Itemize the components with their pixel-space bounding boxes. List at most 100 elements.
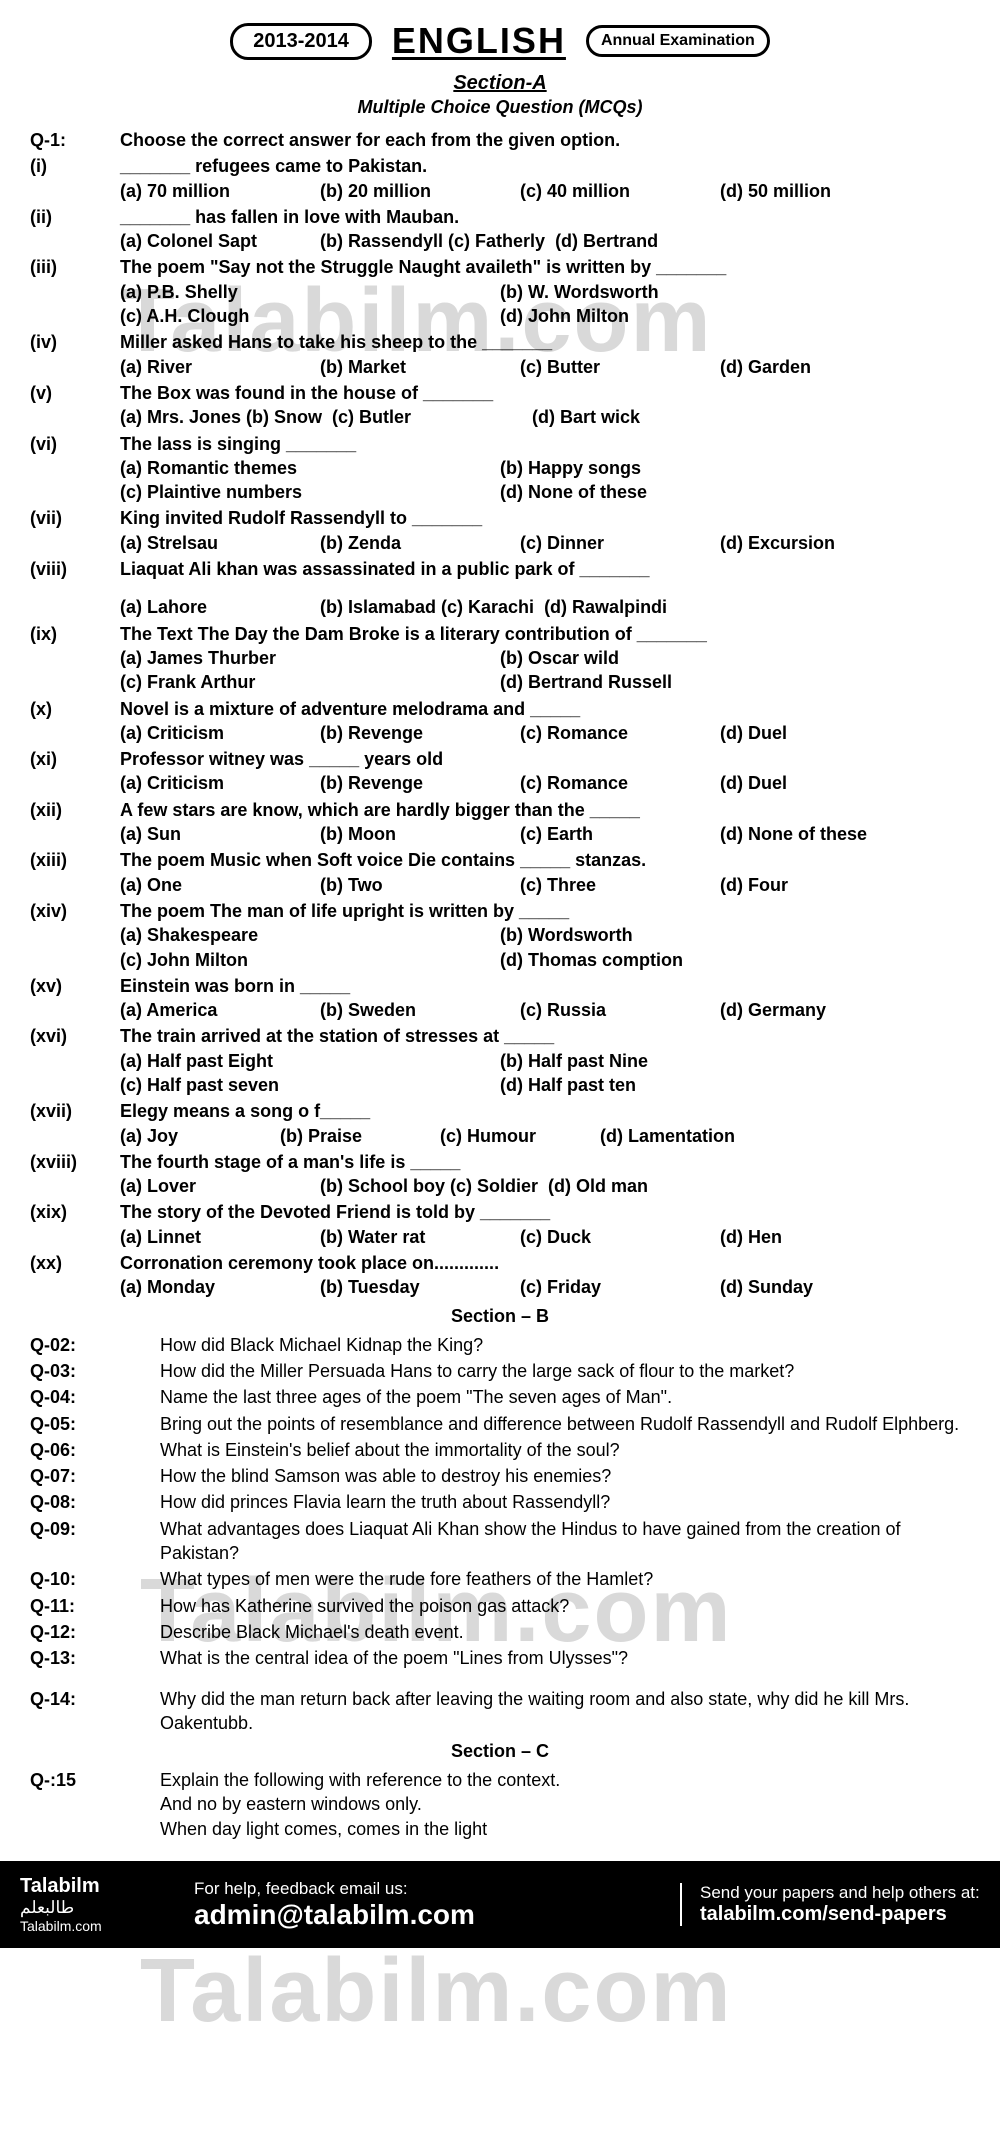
mcq-options: (a) Strelsau(b) Zenda(c) Dinner(d) Excur… — [120, 531, 970, 555]
mcq-option: (d) Thomas comption — [500, 948, 880, 972]
mcq-option: (c) Friday — [520, 1275, 720, 1299]
mcq-number: (xi) — [30, 747, 120, 796]
section-b-text: How the blind Samson was able to destroy… — [160, 1464, 970, 1488]
mcq-option: (d) Excursion — [720, 531, 920, 555]
mcq-option: (c) Butter — [520, 355, 720, 379]
mcq-body: Elegy means a song o f_____(a) Joy(b) Pr… — [120, 1099, 970, 1148]
section-b-row: Q-12:Describe Black Michael's death even… — [30, 1620, 970, 1644]
section-b-row: Q-03:How did the Miller Persuada Hans to… — [30, 1359, 970, 1383]
mcq-option: (a) Half past Eight — [120, 1049, 500, 1073]
section-b-row: Q-08:How did princes Flavia learn the tr… — [30, 1490, 970, 1514]
section-b-row: Q-09:What advantages does Liaquat Ali Kh… — [30, 1517, 970, 1566]
q1-header: Q-1: Choose the correct answer for each … — [30, 128, 970, 152]
mcq-option: (b) Islamabad (c) Karachi — [320, 595, 544, 619]
mcq-options: (a) P.B. Shelly(b) W. Wordsworth(c) A.H.… — [120, 280, 970, 329]
mcq-body: Professor witney was _____ years old(a) … — [120, 747, 970, 796]
mcq-question: The train arrived at the station of stre… — [120, 1024, 970, 1048]
mcq-option: (b) 20 million — [320, 179, 520, 203]
q15-row: Q-:15 Explain the following with referen… — [30, 1768, 970, 1841]
section-b-number: Q-12: — [30, 1620, 160, 1644]
mcq-number: (xix) — [30, 1200, 120, 1249]
q15-line: Explain the following with reference to … — [160, 1768, 970, 1792]
mcq-row: (x)Novel is a mixture of adventure melod… — [30, 697, 970, 746]
section-b-text: What types of men were the rude fore fea… — [160, 1567, 970, 1591]
mcq-body: Novel is a mixture of adventure melodram… — [120, 697, 970, 746]
mcq-body: Liaquat Ali khan was assassinated in a p… — [120, 557, 970, 620]
section-b-text: What is Einstein's belief about the immo… — [160, 1438, 970, 1462]
footer-send-text: Send your papers and help others at: — [700, 1883, 980, 1903]
mcq-question: The Box was found in the house of ______… — [120, 381, 970, 405]
mcq-body: Miller asked Hans to take his sheep to t… — [120, 330, 970, 379]
mcq-option: (d) Four — [720, 873, 920, 897]
mcq-option: (a) 70 million — [120, 179, 320, 203]
mcq-row: (ix)The Text The Day the Dam Broke is a … — [30, 622, 970, 695]
mcq-question: A few stars are know, which are hardly b… — [120, 798, 970, 822]
section-b-title: Section – B — [30, 1306, 970, 1327]
mcq-body: The poem Music when Soft voice Die conta… — [120, 848, 970, 897]
mcq-number: (ii) — [30, 205, 120, 254]
year-box: 2013-2014 — [230, 23, 372, 60]
mcq-option: (a) Linnet — [120, 1225, 320, 1249]
mcq-option: (a) One — [120, 873, 320, 897]
mcq-option: (c) Frank Arthur — [120, 670, 500, 694]
mcq-body: The Text The Day the Dam Broke is a lite… — [120, 622, 970, 695]
mcq-option: (d) Bart wick — [532, 405, 732, 429]
mcq-options: (a) James Thurber(b) Oscar wild(c) Frank… — [120, 646, 970, 695]
mcq-question: Professor witney was _____ years old — [120, 747, 970, 771]
mcq-option: (b) Water rat — [320, 1225, 520, 1249]
mcq-number: (xvii) — [30, 1099, 120, 1148]
footer-site: Talabilm.com — [20, 1918, 180, 1934]
section-b-row: Q-07:How the blind Samson was able to de… — [30, 1464, 970, 1488]
footer-arabic: طالبعلم — [20, 1898, 180, 1918]
mcq-subtitle: Multiple Choice Question (MCQs) — [30, 97, 970, 118]
mcq-option: (d) 50 million — [720, 179, 920, 203]
mcq-row: (xiii)The poem Music when Soft voice Die… — [30, 848, 970, 897]
mcq-option: (d) Duel — [720, 721, 920, 745]
mcq-option: (c) Romance — [520, 721, 720, 745]
section-b-row: Q-04:Name the last three ages of the poe… — [30, 1385, 970, 1409]
mcq-option: (c) 40 million — [520, 179, 720, 203]
mcq-row: (xi)Professor witney was _____ years old… — [30, 747, 970, 796]
mcq-body: Einstein was born in _____(a) America(b)… — [120, 974, 970, 1023]
mcq-row: (iv)Miller asked Hans to take his sheep … — [30, 330, 970, 379]
mcq-option: (d) Germany — [720, 998, 920, 1022]
footer-email[interactable]: admin@talabilm.com — [194, 1899, 666, 1931]
mcq-question: The lass is singing _______ — [120, 432, 970, 456]
mcq-option: (b) Two — [320, 873, 520, 897]
mcq-options: (a) 70 million(b) 20 million(c) 40 milli… — [120, 179, 970, 203]
section-b-number: Q-13: — [30, 1646, 160, 1670]
mcq-option: (c) Dinner — [520, 531, 720, 555]
mcq-question: The Text The Day the Dam Broke is a lite… — [120, 622, 970, 646]
mcq-options: (a) Half past Eight(b) Half past Nine(c)… — [120, 1049, 970, 1098]
mcq-body: The fourth stage of a man's life is ____… — [120, 1150, 970, 1199]
footer-help-text: For help, feedback email us: — [194, 1879, 666, 1899]
mcq-number: (xviii) — [30, 1150, 120, 1199]
mcq-question: Novel is a mixture of adventure melodram… — [120, 697, 970, 721]
footer-send-link[interactable]: talabilm.com/send-papers — [700, 1903, 980, 1926]
mcq-number: (iii) — [30, 255, 120, 328]
mcq-option: (b) Oscar wild — [500, 646, 880, 670]
mcq-options: (a) Criticism(b) Revenge(c) Romance(d) D… — [120, 771, 970, 795]
mcq-number: (xv) — [30, 974, 120, 1023]
mcq-body: The story of the Devoted Friend is told … — [120, 1200, 970, 1249]
mcq-body: Corronation ceremony took place on......… — [120, 1251, 970, 1300]
section-b-text: What is the central idea of the poem "Li… — [160, 1646, 970, 1670]
section-b-number: Q-06: — [30, 1438, 160, 1462]
section-b-text: Why did the man return back after leavin… — [160, 1687, 970, 1736]
mcq-option: (a) Joy — [120, 1124, 280, 1148]
section-b-text: What advantages does Liaquat Ali Khan sh… — [160, 1517, 970, 1566]
mcq-option: (b) Half past Nine — [500, 1049, 880, 1073]
footer-brand: Talabilm — [20, 1875, 180, 1898]
mcq-row: (v)The Box was found in the house of ___… — [30, 381, 970, 430]
mcq-row: (xiv)The poem The man of life upright is… — [30, 899, 970, 972]
mcq-question: Elegy means a song o f_____ — [120, 1099, 970, 1123]
q15-body: Explain the following with reference to … — [160, 1768, 970, 1841]
mcq-number: (xii) — [30, 798, 120, 847]
mcq-option: (b) Revenge — [320, 721, 520, 745]
mcq-option: (c) Three — [520, 873, 720, 897]
mcq-option: (a) Romantic themes — [120, 456, 500, 480]
mcq-body: The poem The man of life upright is writ… — [120, 899, 970, 972]
mcq-options: (a) Mrs. Jones (b) Snow(c) Butler(d) Bar… — [120, 405, 970, 429]
mcq-option: (c) Duck — [520, 1225, 720, 1249]
mcq-option: (b) Rassendyll (c) Fatherly — [320, 229, 555, 253]
